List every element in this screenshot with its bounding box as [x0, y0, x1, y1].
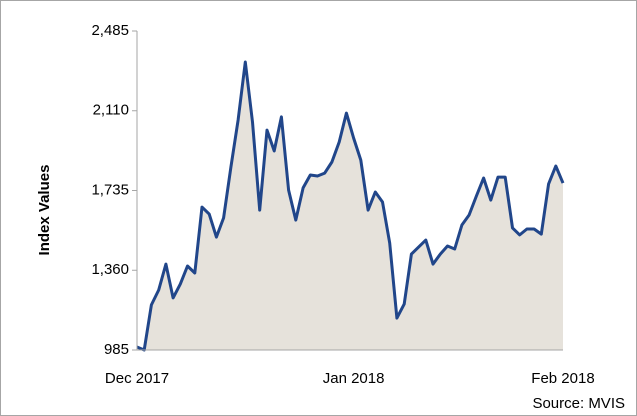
y-tick-label: 985 [104, 341, 129, 358]
y-axis-label: Index Values [36, 165, 53, 256]
x-tick-label: Jan 2018 [323, 370, 385, 387]
line [136, 60, 565, 352]
area [137, 62, 563, 350]
source: Source: MVIS [532, 395, 625, 412]
y-tick-label: 1,735 [91, 181, 129, 198]
y-tick-label: 1,360 [91, 261, 129, 278]
y-tick-label: 2,485 [91, 22, 129, 39]
x-tick-label: Feb 2018 [531, 370, 594, 387]
y-tick-label: 2,110 [93, 102, 129, 119]
x-tick-label: Dec 2017 [105, 370, 169, 387]
